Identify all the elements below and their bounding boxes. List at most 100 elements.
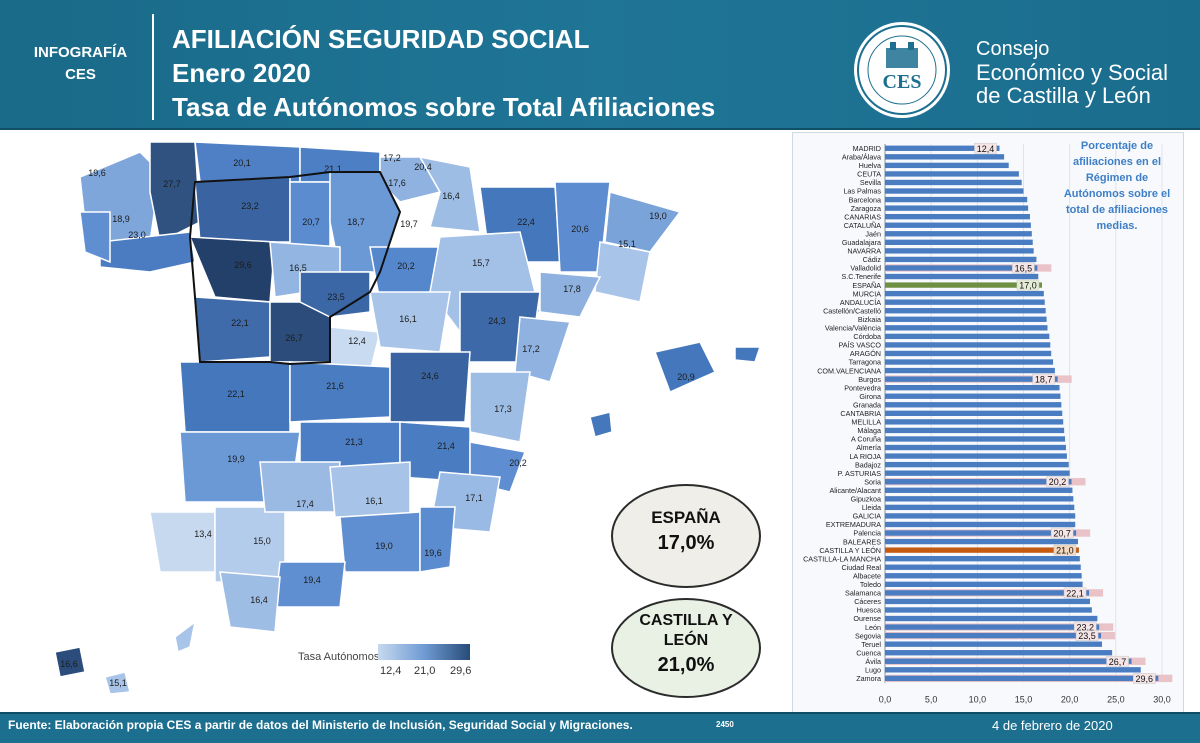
map-region-segovia — [299, 271, 371, 318]
map-value-label: 16,1 — [399, 314, 417, 324]
map-value-label: 26,7 — [285, 333, 303, 343]
map-region-cuenca — [389, 351, 471, 423]
map-value-label: 27,7 — [163, 179, 181, 189]
bar — [885, 385, 1060, 391]
map-value-label: 23,2 — [241, 201, 259, 211]
bar — [885, 214, 1030, 220]
map-value-label: 16,1 — [365, 496, 383, 506]
category-label: GALICIA — [853, 512, 882, 521]
map-region-almeria — [419, 506, 456, 573]
map-value-label: 17,6 — [388, 178, 406, 188]
bar — [885, 179, 1022, 186]
footer: Fuente: Elaboración propia CES a partir … — [0, 712, 1200, 743]
data-label: 22,1 — [1066, 588, 1084, 598]
bar — [885, 325, 1048, 331]
map-value-label: 17,2 — [383, 153, 401, 163]
map-region-pontevedra — [79, 211, 111, 264]
category-label: Ciudad Real — [841, 563, 881, 572]
cyl-label-line-1: CASTILLA Y — [639, 612, 733, 629]
map-value-label: 21,4 — [437, 441, 455, 451]
bar — [885, 205, 1029, 211]
bar — [885, 342, 1051, 348]
header-banner — [0, 0, 1200, 130]
category-label: Jaén — [865, 229, 881, 238]
bar — [885, 427, 1065, 434]
bar — [885, 564, 1081, 570]
data-label: 16,5 — [1015, 263, 1033, 273]
map-region-toledo — [289, 361, 391, 423]
category-label: Lleida — [862, 503, 881, 512]
data-label: 21,0 — [1056, 546, 1074, 556]
bar — [885, 444, 1066, 451]
map-region-tarragona — [539, 271, 602, 318]
category-label: Cuenca — [856, 648, 881, 657]
map-region-zamora — [188, 236, 276, 303]
category-label: Gipuzkoa — [851, 495, 881, 504]
category-label: ARAGÓN — [850, 349, 881, 358]
map-value-label: 16,4 — [250, 595, 268, 605]
bar — [885, 479, 1072, 485]
category-label: Las Palmas — [843, 187, 881, 196]
category-label: Alicante/Alacant — [829, 486, 881, 495]
category-label: Soria — [864, 477, 881, 486]
map-region-valencia — [469, 371, 531, 443]
bar — [885, 402, 1062, 408]
map-value-label: 19,4 — [303, 575, 321, 585]
bar — [885, 632, 1102, 639]
bar — [885, 265, 1038, 271]
chart-note: Porcentaje de afiliaciones en el Régimen… — [1063, 140, 1171, 232]
map-value-label: 22,1 — [227, 389, 245, 399]
category-label: Córdoba — [853, 332, 881, 341]
category-label: Barcelona — [849, 195, 881, 204]
label-line-1: INFOGRAFÍA — [33, 44, 128, 61]
category-label: ANDALUCÍA — [840, 298, 881, 307]
map-value-label: 15,0 — [253, 536, 271, 546]
data-label: 18,7 — [1035, 375, 1053, 385]
map-region-tenerife — [54, 646, 86, 678]
infografia-label: INFOGRAFÍA CES — [18, 42, 143, 86]
category-label: LA RIOJA — [849, 452, 881, 461]
category-label: Zaragoza — [851, 204, 881, 213]
bar — [885, 530, 1077, 536]
map-region-salamanca — [194, 296, 271, 363]
category-label: Guadalajara — [842, 238, 881, 247]
bar — [885, 162, 1009, 169]
bar — [885, 410, 1063, 416]
bar — [885, 308, 1046, 314]
bar — [885, 248, 1034, 254]
category-label: Málaga — [857, 426, 881, 435]
bar — [885, 521, 1076, 528]
data-label: 12,4 — [977, 144, 995, 154]
category-label: BALEARES — [843, 537, 881, 546]
x-tick-label: 15,0 — [1015, 695, 1033, 705]
bar — [885, 513, 1076, 519]
map-region-ibiza — [589, 411, 613, 438]
map-value-label: 17,3 — [494, 404, 512, 414]
spain-map: 19,6 27,7 20,1 21,1 17,2 20,4 17,6 18,9 23,2 16,4… — [54, 141, 762, 695]
category-label: Teruel — [861, 640, 881, 649]
data-label-box — [1053, 544, 1077, 556]
map-value-label: 16,6 — [60, 659, 78, 669]
spain-summary-box: ESPAÑA 17,0% — [611, 484, 761, 588]
category-label: Castellón/Castelló — [823, 306, 881, 315]
bar — [885, 231, 1032, 237]
bar — [885, 273, 1039, 280]
page-title: AFILIACIÓN SEGURIDAD SOCIAL Enero 2020 T… — [172, 22, 715, 124]
category-label: S.C.Tenerife — [841, 272, 881, 281]
bar — [885, 650, 1113, 656]
map-value-label: 19,9 — [227, 454, 245, 464]
category-label: Ourense — [853, 614, 881, 623]
category-label: Salamanca — [845, 589, 881, 598]
map-region-cadiz — [219, 571, 281, 633]
category-label: Ávila — [865, 657, 881, 666]
map-value-label: 18,9 — [112, 214, 130, 224]
data-label: 17,0 — [1019, 281, 1037, 291]
category-label: Araba/Álava — [842, 153, 881, 162]
category-label: Cádiz — [863, 255, 882, 264]
org-line-3: de Castilla y León — [976, 83, 1151, 108]
map-value-label: 13,4 — [194, 529, 212, 539]
category-label: Valencia/València — [825, 324, 881, 333]
map-value-label: 19,0 — [375, 541, 393, 551]
category-label: NAVARRA — [847, 247, 881, 256]
org-name: Consejo Económico y Social de Castilla y… — [976, 38, 1168, 107]
